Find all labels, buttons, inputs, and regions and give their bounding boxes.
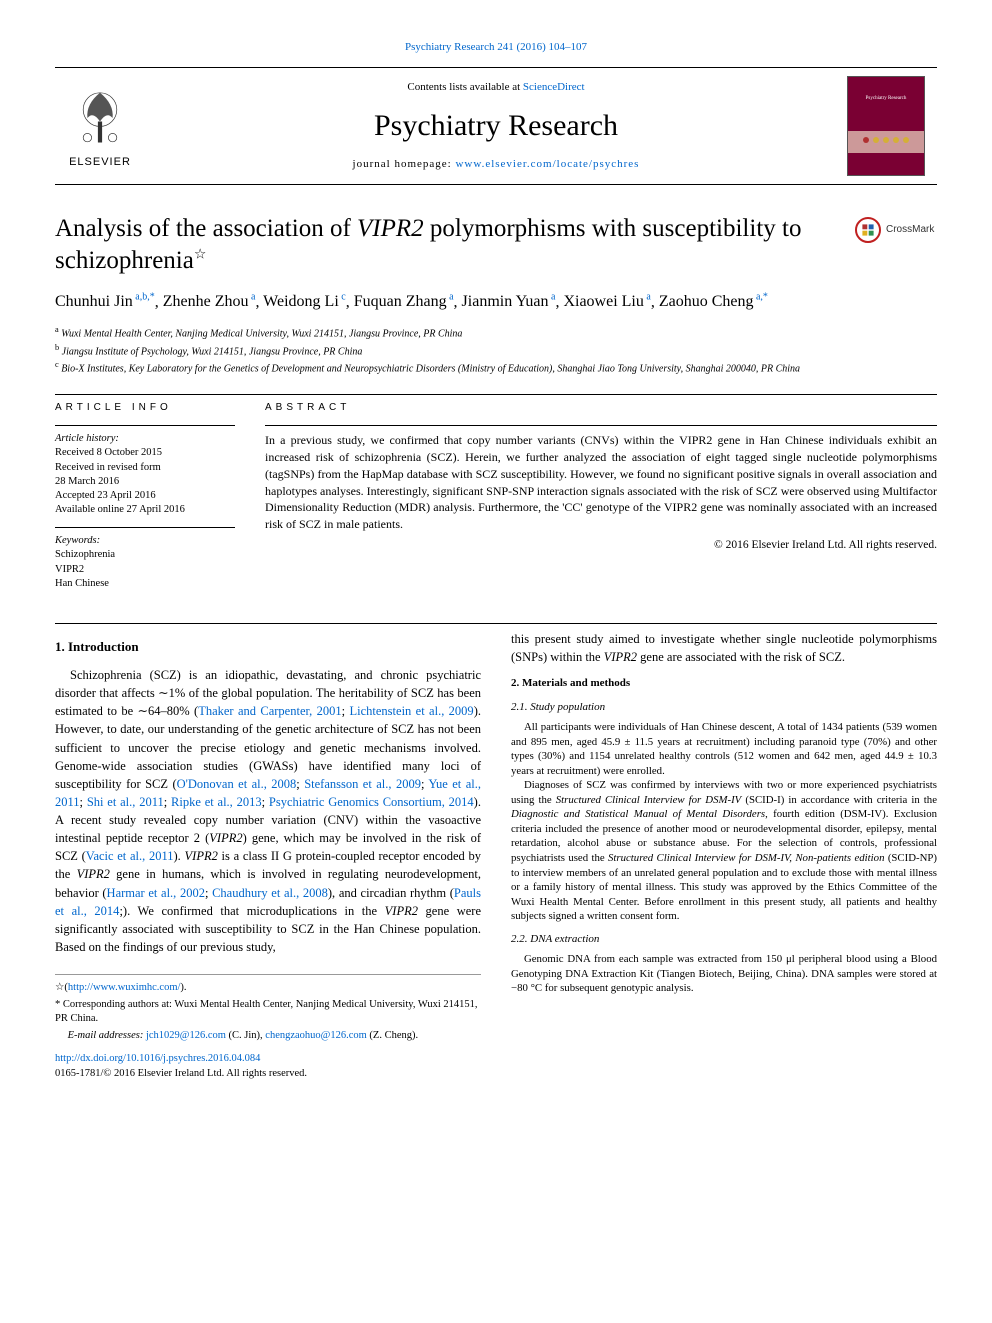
section-2-heading: 2. Materials and methods [511,676,937,691]
section-2-2-heading: 2.2. DNA extraction [511,932,937,947]
author-affil-marker: a [644,292,651,303]
abstract-column: ABSTRACT In a previous study, we confirm… [265,401,937,601]
publisher-logo-block: ELSEVIER [55,83,145,170]
elsevier-wordmark: ELSEVIER [69,155,131,170]
left-column: 1. Introduction Schizophrenia (SCZ) is a… [55,630,481,1081]
author-affil-marker: a [249,292,256,303]
footnote-corresponding: * Corresponding authors at: Wuxi Mental … [55,998,481,1027]
author-list: Chunhui Jin a,b,*, Zhenhe Zhou a, Weidon… [55,290,937,314]
section-2-1-heading: 2.1. Study population [511,700,937,715]
email-link-1[interactable]: jch1029@126.com [146,1030,226,1041]
crossmark-icon [855,217,881,243]
affiliation-list: a Wuxi Mental Health Center, Nanjing Med… [55,324,937,376]
author: Jianmin Yuan a [462,293,556,310]
crossmark-badge[interactable]: CrossMark [855,217,937,243]
email-link-2[interactable]: chengzaohuo@126.com [265,1030,367,1041]
doi-block: http://dx.doi.org/10.1016/j.psychres.201… [55,1052,481,1081]
title-footnote-star: ☆ [194,247,207,262]
footnotes: ☆(http://www.wuximhc.com/). * Correspond… [55,974,481,1044]
journal-cover-thumbnail: Psychiatry Research [847,76,925,176]
crossmark-label: CrossMark [886,223,934,237]
section-2-2-p1: Genomic DNA from each sample was extract… [511,952,937,996]
journal-homepage-line: journal homepage: www.elsevier.com/locat… [145,157,847,172]
section-1-heading: 1. Introduction [55,638,481,656]
divider [55,394,937,395]
author-affil-marker: a,* [753,292,767,303]
author: Fuquan Zhang a [354,293,454,310]
footnote-star: ☆(http://www.wuximhc.com/). [55,981,481,996]
footnote-star-link[interactable]: http://www.wuximhc.com/ [68,982,180,993]
journal-title: Psychiatry Research [145,105,847,147]
journal-homepage-link[interactable]: www.elsevier.com/locate/psychres [455,158,639,170]
intro-paragraph: Schizophrenia (SCZ) is an idiopathic, de… [55,666,481,956]
author-affil-marker: c [339,292,346,303]
intro-continuation: this present study aimed to investigate … [511,630,937,666]
running-head: Psychiatry Research 241 (2016) 104–107 [55,40,937,55]
article-info-column: ARTICLE INFO Article history: Received 8… [55,401,235,601]
affiliation: a Wuxi Mental Health Center, Nanjing Med… [55,324,937,341]
section-2-1-p1: All participants were individuals of Han… [511,720,937,778]
contents-available-line: Contents lists available at ScienceDirec… [145,80,847,95]
article-title: Analysis of the association of VIPR2 pol… [55,213,843,276]
author: Zaohuo Cheng a,* [659,293,768,310]
abstract-heading: ABSTRACT [265,401,937,415]
article-info-heading: ARTICLE INFO [55,401,235,415]
author: Chunhui Jin a,b,* [55,293,155,310]
section-2-1-p2: Diagnoses of SCZ was confirmed by interv… [511,778,937,924]
abstract-copyright: © 2016 Elsevier Ireland Ltd. All rights … [265,537,937,553]
issn-copyright: 0165-1781/© 2016 Elsevier Ireland Ltd. A… [55,1067,481,1082]
doi-link[interactable]: http://dx.doi.org/10.1016/j.psychres.201… [55,1053,260,1064]
author: Zhenhe Zhou a [163,293,256,310]
abstract-text: In a previous study, we confirmed that c… [265,432,937,533]
article-history: Article history: Received 8 October 2015… [55,432,235,517]
elsevier-tree-icon [65,83,135,153]
author-affil-marker: a,b,* [133,292,155,303]
author: Xiaowei Liu a [563,293,650,310]
masthead: ELSEVIER Contents lists available at Sci… [55,67,937,185]
citation-link[interactable]: Psychiatry Research 241 (2016) 104–107 [405,41,587,53]
footnote-emails: E-mail addresses: jch1029@126.com (C. Ji… [55,1029,481,1044]
affiliation: c Bio-X Institutes, Key Laboratory for t… [55,359,937,376]
affiliation: b Jiangsu Institute of Psychology, Wuxi … [55,342,937,359]
author-affil-marker: a [447,292,454,303]
right-column: this present study aimed to investigate … [511,630,937,1081]
author-affil-marker: a [549,292,556,303]
sciencedirect-link[interactable]: ScienceDirect [523,81,585,93]
keywords-block: Keywords: Schizophrenia VIPR2 Han Chines… [55,534,235,591]
author: Weidong Li c [263,293,346,310]
